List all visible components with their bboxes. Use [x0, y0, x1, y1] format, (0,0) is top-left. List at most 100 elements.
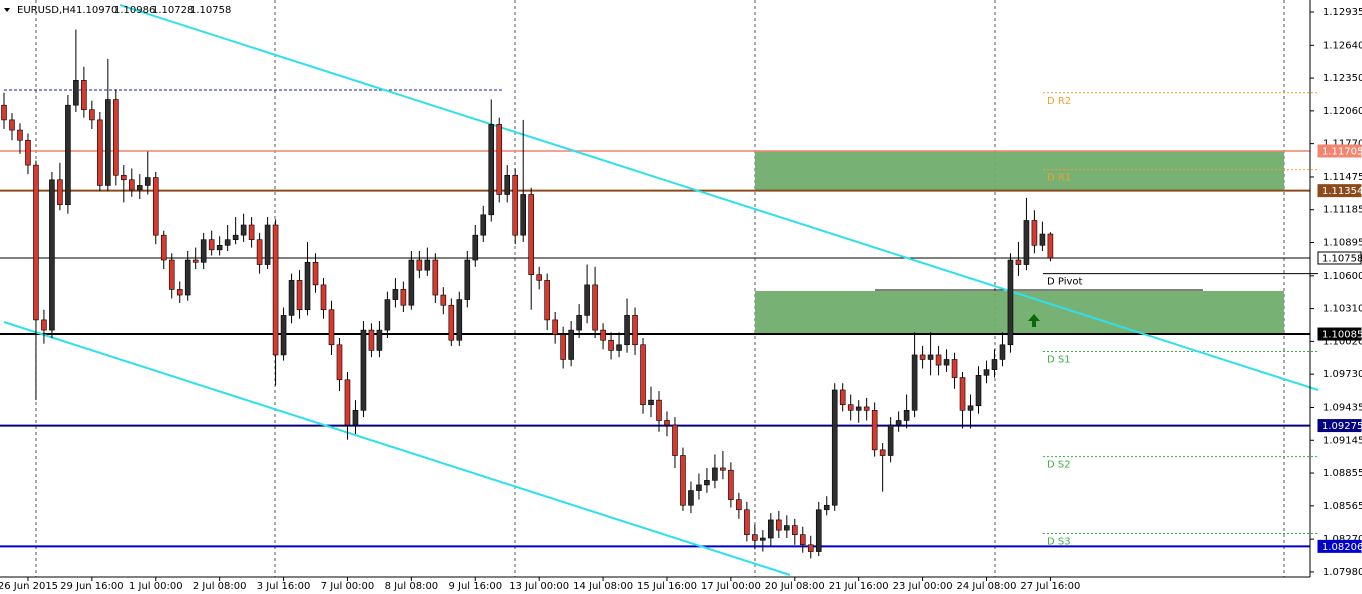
candle-body [192, 259, 199, 263]
candle-body [855, 406, 862, 411]
candle-body [160, 234, 167, 261]
candle-body [288, 280, 295, 316]
candle-body [791, 525, 798, 535]
candle-body [568, 329, 574, 360]
ohlc-open: 1.10970 [76, 5, 117, 16]
candle-body [680, 455, 686, 506]
y-tick-label: 1.11185 [1323, 205, 1362, 216]
pivot-label: D S3 [1047, 536, 1071, 547]
x-tick-label: 15 Jul 16:00 [637, 581, 697, 592]
candle-body [736, 499, 742, 511]
candle-body [488, 124, 495, 216]
candle-body [728, 469, 734, 500]
x-tick-label: 7 Jul 00:00 [321, 581, 375, 592]
candle-body [720, 467, 726, 471]
candle-body [97, 119, 103, 186]
x-tick-label: 13 Jul 00:00 [509, 581, 569, 592]
candle-body [176, 289, 183, 296]
x-tick-label: 23 Jul 00:00 [893, 581, 953, 592]
candle-body [592, 284, 598, 331]
candle-body [967, 405, 974, 411]
arrow-icon [1028, 314, 1040, 327]
price-tag [1317, 144, 1362, 158]
x-tick-label: 9 Jul 16:00 [448, 581, 502, 592]
menu-icon [4, 8, 10, 12]
candle-body [136, 185, 143, 191]
candle-body [344, 379, 351, 426]
candle-body [504, 174, 511, 195]
pivot-label: D S1 [1047, 355, 1071, 366]
candle-body [807, 544, 814, 552]
candle-body [57, 179, 63, 205]
candle-body [656, 399, 662, 421]
candle-body [240, 224, 247, 236]
candle-body [640, 344, 646, 405]
price-tag [1317, 419, 1362, 433]
candle-body [1023, 220, 1030, 265]
candle-body [184, 259, 191, 296]
candle-body [528, 194, 534, 276]
candle-body [688, 490, 694, 506]
candle-body [1031, 220, 1038, 246]
candle-body [368, 329, 375, 351]
candle-body [89, 109, 95, 121]
y-tick-label: 1.10020 [1323, 336, 1362, 347]
x-tick-label: 21 Jul 16:00 [829, 581, 889, 592]
candle-body [799, 534, 806, 546]
candle-body [128, 179, 135, 191]
candle-body [168, 259, 175, 290]
candle-body [496, 124, 503, 195]
y-tick-label: 1.07980 [1323, 567, 1362, 578]
candle-body [408, 259, 415, 306]
candle-body [560, 334, 566, 360]
candle-body [1, 104, 7, 121]
candle-body [224, 239, 231, 246]
candle-body [815, 509, 822, 552]
levels [0, 150, 1310, 548]
candle-body [576, 315, 582, 331]
price-tag-label: 1.10758 [1322, 253, 1362, 264]
candle-body [879, 449, 886, 456]
candle-body [911, 354, 918, 411]
candle-body [927, 354, 934, 360]
candle-body [17, 129, 23, 141]
candle-body [999, 344, 1006, 360]
candle-body [81, 80, 87, 111]
price-tag [1317, 539, 1362, 553]
price-tag [1317, 184, 1362, 198]
candle-body [105, 99, 111, 186]
candle-body [1015, 259, 1022, 265]
y-tick-label: 1.08270 [1323, 534, 1362, 545]
candle-body [400, 289, 407, 306]
candle-body [384, 299, 391, 331]
price-tag-label: 1.11705 [1322, 146, 1362, 157]
x-tick-label: 8 Jul 08:00 [385, 581, 439, 592]
candle-body [304, 261, 311, 311]
candle-body [65, 104, 71, 205]
x-tick-label: 2 Jul 08:00 [193, 581, 247, 592]
candle-body [73, 80, 79, 106]
x-tick-label: 27 Jul 16:00 [1020, 581, 1080, 592]
candle-body [831, 389, 838, 506]
candle-body [256, 239, 263, 265]
candle-body [991, 359, 998, 370]
candle-body [983, 369, 990, 376]
ohlc-high: 1.10986 [114, 5, 155, 16]
candle-body [49, 179, 55, 331]
candle-body [25, 139, 31, 166]
price-tag-label: 1.09275 [1322, 421, 1362, 432]
candle-body [1047, 233, 1054, 259]
candle-body [472, 234, 479, 261]
candle-body [839, 389, 846, 405]
pivot-label: D Pivot [1047, 277, 1083, 288]
candle-body [216, 245, 223, 251]
candle-body [320, 284, 327, 311]
x-tick-label: 1 Jul 00:00 [129, 581, 183, 592]
candle-body [121, 174, 127, 181]
y-tick-label: 1.12640 [1323, 40, 1362, 51]
candle-body [552, 319, 558, 335]
candle-body [696, 484, 702, 491]
candle-body [959, 377, 966, 411]
x-tick-label: 14 Jul 08:00 [573, 581, 633, 592]
